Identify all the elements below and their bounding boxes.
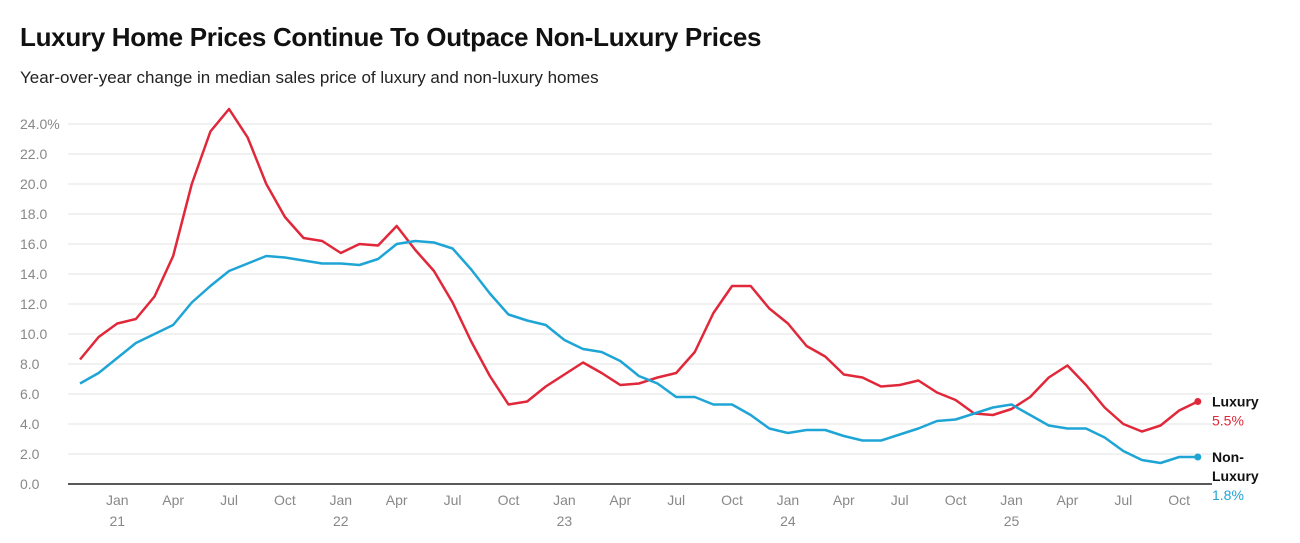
y-tick-label: 8.0	[20, 356, 40, 372]
series-line-luxury	[79, 107, 1199, 433]
y-tick-label: 18.0	[20, 206, 47, 222]
series-label: Luxury	[1212, 468, 1259, 484]
x-tick-label: Jul	[220, 492, 238, 508]
x-tick-label: Oct	[274, 492, 296, 508]
x-tick-label: Oct	[1168, 492, 1190, 508]
y-tick-label: 20.0	[20, 176, 47, 192]
x-tick-label: Jul	[444, 492, 462, 508]
y-tick-label: 16.0	[20, 236, 47, 252]
y-tick-label: 24.0%	[20, 116, 60, 132]
x-tick-label: Apr	[1056, 492, 1078, 508]
x-tick-year-label: 21	[109, 513, 125, 529]
x-tick-label: Apr	[386, 492, 408, 508]
series-end-marker	[1194, 398, 1202, 405]
y-tick-label: 10.0	[20, 326, 47, 342]
x-tick-label: Oct	[498, 492, 520, 508]
series-end-marker	[1194, 453, 1202, 461]
y-tick-label: 0.0	[20, 476, 40, 492]
x-tick-year-label: 23	[557, 513, 573, 529]
x-tick-label: Jan	[330, 492, 353, 508]
y-tick-label: 6.0	[20, 386, 40, 402]
x-tick-label: Apr	[609, 492, 631, 508]
chart-subtitle: Year-over-year change in median sales pr…	[20, 68, 599, 87]
x-tick-year-label: 25	[1004, 513, 1020, 529]
y-tick-label: 22.0	[20, 146, 47, 162]
x-tick-label: Jan	[553, 492, 576, 508]
x-tick-label: Jul	[1114, 492, 1132, 508]
series-label: Luxury	[1212, 394, 1259, 410]
x-tick-label: Apr	[833, 492, 855, 508]
x-tick-label: Jan	[777, 492, 800, 508]
x-tick-label: Jul	[891, 492, 909, 508]
y-tick-label: 2.0	[20, 446, 40, 462]
y-tick-label: 12.0	[20, 296, 47, 312]
x-tick-label: Jul	[667, 492, 685, 508]
chart-title: Luxury Home Prices Continue To Outpace N…	[20, 22, 762, 52]
y-tick-label: 14.0	[20, 266, 47, 282]
series-label: Non-	[1212, 449, 1244, 465]
series-line-non-luxury	[79, 239, 1198, 465]
x-tick-label: Oct	[721, 492, 743, 508]
x-tick-year-label: 22	[333, 513, 349, 529]
y-tick-label: 4.0	[20, 416, 40, 432]
series-end-value: 1.8%	[1212, 487, 1244, 503]
x-tick-label: Jan	[106, 492, 129, 508]
x-tick-label: Oct	[945, 492, 967, 508]
x-tick-label: Apr	[162, 492, 184, 508]
series-end-value: 5.5%	[1212, 413, 1244, 429]
x-tick-year-label: 24	[780, 513, 796, 529]
x-tick-label: Jan	[1000, 492, 1023, 508]
